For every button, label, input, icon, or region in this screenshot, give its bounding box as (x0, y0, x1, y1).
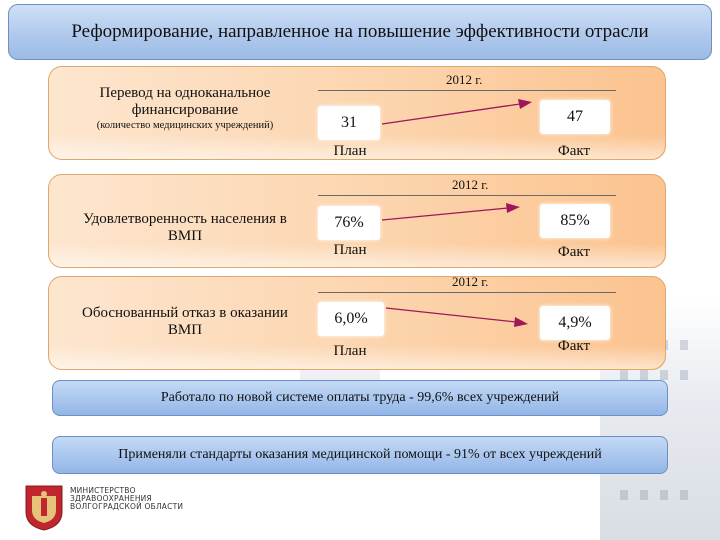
fact-label: Факт (557, 338, 591, 354)
plan-label: План (333, 242, 367, 258)
panel-sublabel: (количество медицинских учреждений) (96, 120, 274, 131)
panel-label: Перевод на одноканальное финансирование … (65, 85, 305, 133)
plan-value: 76% (318, 206, 380, 240)
trend-down-arrow-icon (385, 307, 528, 327)
year-divider (318, 195, 616, 196)
plan-value: 31 (318, 106, 380, 140)
year-divider (318, 292, 616, 293)
fact-value: 4,9% (540, 306, 610, 340)
info-bar-standards: Применяли стандарты оказания медицинской… (52, 436, 668, 474)
year-divider (318, 90, 616, 91)
plan-label: План (333, 343, 367, 359)
page-title: Реформирование, направленное на повышени… (8, 4, 712, 60)
year-label: 2012 г. (446, 72, 483, 87)
fact-value: 47 (540, 100, 610, 134)
trend-up-arrow-icon (381, 99, 532, 125)
fact-label: Факт (557, 143, 591, 159)
trend-up-arrow-icon (381, 203, 520, 221)
ministry-logo (25, 485, 63, 531)
year-label: 2012 г. (452, 274, 489, 289)
info-bar-payroll: Работало по новой системе оплаты труда -… (52, 380, 668, 416)
fact-label: Факт (557, 244, 591, 260)
fact-value: 85% (540, 204, 610, 238)
panel-label: Обоснованный отказ в оказании ВМП (82, 305, 288, 338)
ministry-name: МИНИСТЕРСТВО ЗДРАВООХРАНЕНИЯ ВОЛГОГРАДСК… (70, 486, 184, 511)
year-label: 2012 г. (452, 177, 489, 192)
panel-label: Удовлетворенность населения в ВМП (83, 211, 287, 244)
plan-label: План (333, 143, 367, 159)
plan-value: 6,0% (318, 302, 384, 336)
